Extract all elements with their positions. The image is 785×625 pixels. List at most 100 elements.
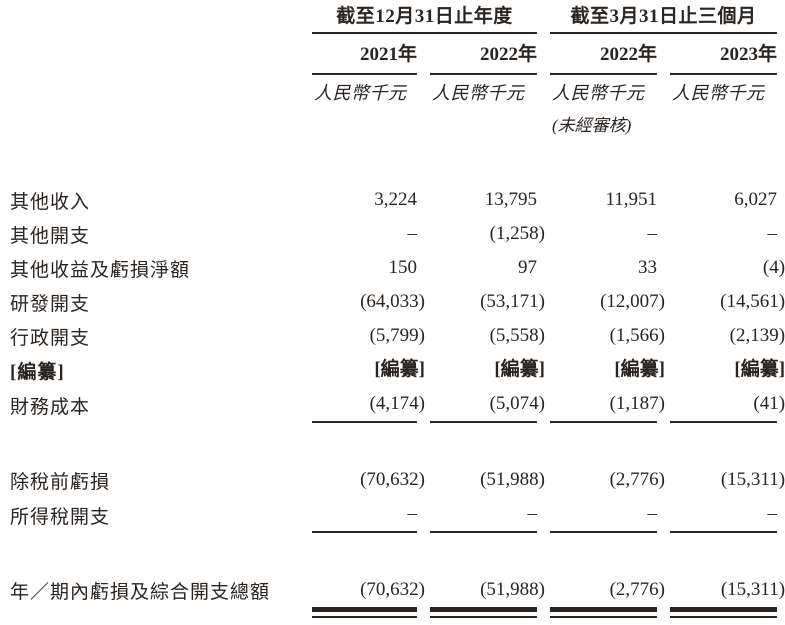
double-rule xyxy=(550,607,658,618)
value-cell: (12,007) xyxy=(550,285,665,319)
table-row: 行政開支 (5,799) (5,558) (1,566) (2,139) xyxy=(0,319,785,353)
amount-value: – xyxy=(647,223,658,244)
row-label: 其他收益及虧損淨額 xyxy=(10,259,191,281)
amount-value: (15,311) xyxy=(720,579,785,600)
currency-unit-row: 人民幣千元 人民幣千元 人民幣千元 人民幣千元 xyxy=(0,75,785,111)
row-label: 所得稅開支 xyxy=(10,506,111,528)
row-label: 其他開支 xyxy=(10,225,91,247)
amount-value: (12,007) xyxy=(600,291,666,312)
amount-value: 33 xyxy=(638,257,658,278)
amount-value: (2,776) xyxy=(609,579,666,600)
value-cell: (2,776) xyxy=(550,573,665,607)
section-spacer xyxy=(0,533,785,573)
table-row: 其他收入 3,224 13,795 11,951 6,027 xyxy=(0,183,785,217)
table-row: 除稅前虧損 (70,632) (51,988) (2,776) (15,311) xyxy=(0,463,785,497)
redacted-value: [編纂] xyxy=(494,359,546,380)
year-column-2023q1: 2023年 xyxy=(670,37,778,75)
double-rule xyxy=(670,607,778,618)
value-cell: 33 xyxy=(550,251,657,285)
row-label: 財務成本 xyxy=(10,396,91,418)
table-row: 財務成本 (4,174) (5,074) (1,187) (41) xyxy=(0,387,785,423)
amount-value: 6,027 xyxy=(734,189,778,210)
amount-value: (5,799) xyxy=(369,325,425,346)
amount-value: (70,632) xyxy=(360,469,425,490)
value-cell: – xyxy=(550,217,658,251)
amount-value: 150 xyxy=(388,257,418,278)
redacted-value: [編纂] xyxy=(374,359,425,380)
amount-value: (53,171) xyxy=(480,291,546,312)
currency-unit-label: 人民幣千元 xyxy=(672,83,765,103)
amount-value: (5,074) xyxy=(489,393,546,414)
redacted-value: [編纂] xyxy=(734,359,785,380)
currency-unit-label: 人民幣千元 xyxy=(552,83,645,103)
double-rule xyxy=(312,607,417,618)
amount-value: – xyxy=(527,503,538,524)
year-column-2022q1: 2022年 xyxy=(550,37,658,75)
value-cell: – xyxy=(312,217,418,251)
value-cell: 6,027 xyxy=(670,183,777,217)
value-cell: [編纂] xyxy=(550,353,665,387)
value-cell: [編纂] xyxy=(312,353,425,387)
amount-value: (14,561) xyxy=(720,291,785,312)
amount-value: (1,187) xyxy=(609,393,666,414)
value-cell: [編纂] xyxy=(670,353,785,387)
redacted-value: [編纂] xyxy=(614,359,666,380)
row-label: [編纂] xyxy=(10,361,65,383)
period-group-quarterly: 截至3月31日止三個月 xyxy=(550,1,778,34)
unaudited-note-row: (未經審核) xyxy=(0,111,785,145)
value-cell: (64,033) xyxy=(312,285,425,319)
amount-value: (70,632) xyxy=(360,579,425,600)
value-cell: – xyxy=(312,497,417,533)
amount-value: – xyxy=(647,503,658,524)
amount-value: 3,224 xyxy=(374,189,417,210)
value-cell: 3,224 xyxy=(312,183,417,217)
value-cell: (53,171) xyxy=(430,285,545,319)
value-cell: 13,795 xyxy=(430,183,537,217)
value-cell: 150 xyxy=(312,251,418,285)
value-cell: (4,174) xyxy=(312,387,425,423)
period-group-header-row: 截至12月31日止年度 截至3月31日止三個月 xyxy=(0,0,785,34)
double-rule-row xyxy=(0,607,785,618)
unaudited-note: (未經審核) xyxy=(552,116,632,135)
table-row: 所得稅開支 – – – – xyxy=(0,497,785,533)
amount-value: – xyxy=(407,223,418,244)
row-label: 除稅前虧損 xyxy=(10,471,111,493)
value-cell: (5,799) xyxy=(312,319,425,353)
table-row: 其他開支 – (1,258) – – xyxy=(0,217,785,251)
value-cell: (1,566) xyxy=(550,319,665,353)
row-label: 行政開支 xyxy=(10,327,91,349)
section-spacer xyxy=(0,145,785,183)
amount-value: (4,174) xyxy=(369,393,425,414)
amount-value: (2,776) xyxy=(609,469,666,490)
amount-value: (51,988) xyxy=(480,469,546,490)
row-label: 年／期內虧損及綜合開支總額 xyxy=(10,581,271,603)
value-cell: (15,311) xyxy=(670,463,785,497)
amount-value: (4) xyxy=(762,257,785,278)
value-cell: (14,561) xyxy=(670,285,785,319)
currency-unit-label: 人民幣千元 xyxy=(432,83,525,103)
amount-value: (1,258) xyxy=(489,223,546,244)
value-cell: – xyxy=(430,497,538,533)
table-row: 研發開支 (64,033) (53,171) (12,007) (14,561) xyxy=(0,285,785,319)
value-cell: (70,632) xyxy=(312,463,425,497)
table-row: 其他收益及虧損淨額 150 97 33 (4) xyxy=(0,251,785,285)
amount-value: (64,033) xyxy=(360,291,425,312)
value-cell: (5,074) xyxy=(430,387,545,423)
double-rule xyxy=(430,607,538,618)
value-cell: (70,632) xyxy=(312,573,425,607)
amount-value: (5,558) xyxy=(489,325,546,346)
value-cell: (41) xyxy=(670,387,785,423)
value-cell: – xyxy=(670,497,778,533)
row-label: 其他收入 xyxy=(10,191,91,213)
empty-corner-cell xyxy=(0,0,312,34)
year-header-row: 2021年 2022年 2022年 2023年 xyxy=(0,34,785,75)
value-cell: 97 xyxy=(430,251,537,285)
amount-value: 13,795 xyxy=(484,189,538,210)
value-cell: 11,951 xyxy=(550,183,657,217)
amount-value: – xyxy=(767,503,778,524)
amount-value: – xyxy=(407,503,418,524)
amount-value: (41) xyxy=(753,393,785,414)
value-cell: – xyxy=(550,497,658,533)
